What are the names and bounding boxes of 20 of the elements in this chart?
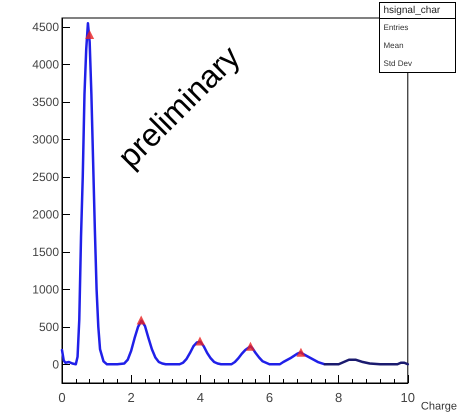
x-tick-label: 8 bbox=[335, 390, 342, 405]
y-tick-label: 2500 bbox=[32, 170, 60, 184]
annotation: Mean bbox=[384, 41, 404, 50]
y-tick-label: 1500 bbox=[32, 244, 60, 259]
annotation: Entries bbox=[384, 23, 408, 32]
y-tick-label: 4500 bbox=[32, 20, 60, 34]
x-tick-label: 2 bbox=[128, 390, 135, 405]
y-tick-label: 3500 bbox=[32, 94, 60, 109]
y-tick-label: 500 bbox=[38, 320, 60, 334]
x-axis-title: Charge bbox=[420, 400, 457, 412]
x-tick-label: 6 bbox=[266, 390, 274, 405]
x-tick-label: 10 bbox=[400, 390, 416, 405]
x-tick-label: 4 bbox=[196, 390, 204, 405]
y-tick-label: 3000 bbox=[32, 132, 60, 146]
y-tick-label: 2000 bbox=[32, 207, 60, 222]
y-tick-label: 4000 bbox=[32, 57, 60, 72]
annotation: Std Dev bbox=[384, 59, 412, 68]
y-tick-label: 1000 bbox=[32, 282, 60, 296]
text: hsignal_char bbox=[384, 5, 441, 16]
y-tick-label: 0 bbox=[52, 357, 60, 372]
